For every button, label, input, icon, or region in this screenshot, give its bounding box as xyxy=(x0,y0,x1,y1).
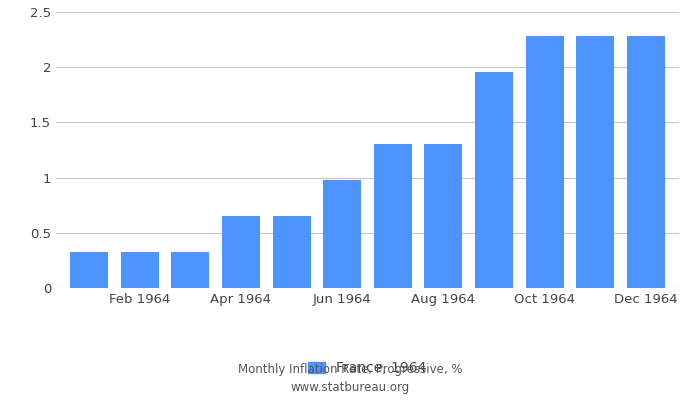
Bar xyxy=(424,144,463,288)
Bar xyxy=(120,252,159,288)
Bar xyxy=(475,72,513,288)
Bar xyxy=(526,36,564,288)
Bar xyxy=(70,252,108,288)
Bar xyxy=(576,36,615,288)
Bar xyxy=(272,216,311,288)
Bar xyxy=(172,252,209,288)
Bar xyxy=(222,216,260,288)
Text: Monthly Inflation Rate, Progressive, %: Monthly Inflation Rate, Progressive, % xyxy=(238,364,462,376)
Bar xyxy=(374,144,412,288)
Bar xyxy=(323,180,361,288)
Bar xyxy=(627,36,665,288)
Legend: France, 1964: France, 1964 xyxy=(303,356,432,381)
Text: www.statbureau.org: www.statbureau.org xyxy=(290,382,410,394)
